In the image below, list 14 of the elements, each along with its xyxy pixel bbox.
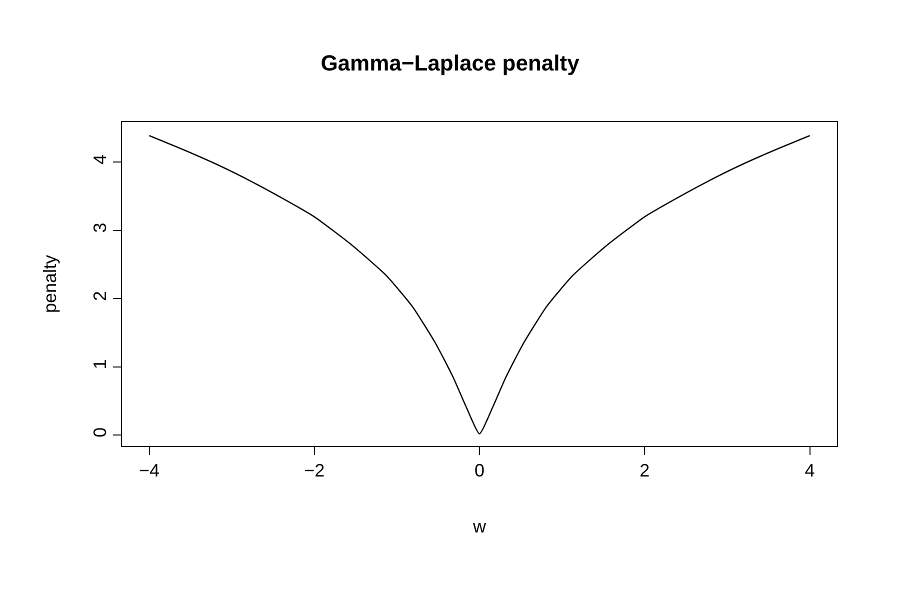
x-tick-label: −4: [138, 460, 160, 481]
x-tick-label: 4: [804, 460, 815, 481]
x-tick-label: 2: [640, 460, 650, 481]
y-tick-label: 0: [90, 427, 110, 438]
x-axis-title: w: [472, 516, 487, 537]
x-tick-label: 0: [474, 460, 485, 481]
chart-title: Gamma−Laplace penalty: [320, 50, 580, 76]
y-tick-label: 3: [90, 222, 110, 233]
y-tick-label: 1: [90, 359, 110, 370]
y-tick-label: 2: [90, 290, 110, 301]
y-tick-label: 4: [90, 154, 110, 165]
x-tick-label: −2: [304, 460, 325, 481]
line-series: [148, 134, 810, 434]
y-axis-title: penalty: [40, 254, 60, 314]
